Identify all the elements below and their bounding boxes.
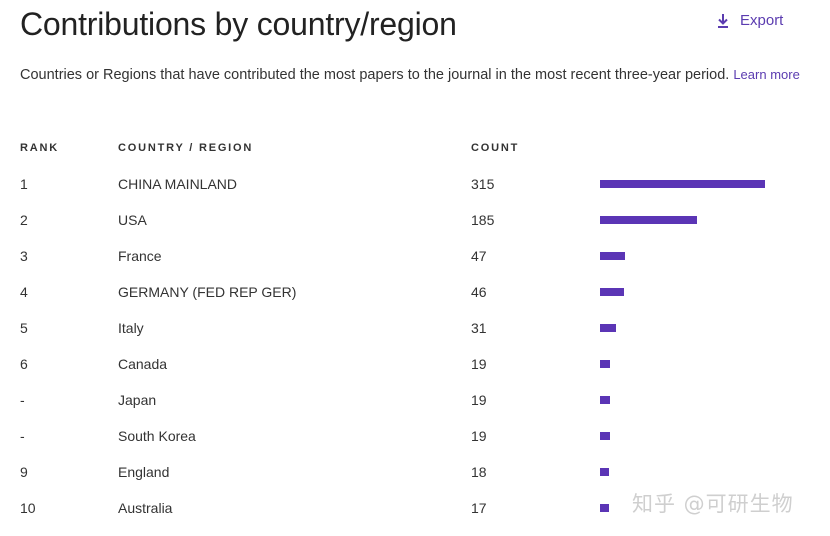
count-bar [600, 180, 765, 188]
watermark: 知乎 @可研生物 [632, 492, 794, 516]
table-row: 6 Canada 19 [0, 356, 830, 392]
count-bar [600, 288, 624, 296]
rank-cell: 4 [20, 284, 28, 300]
country-cell: England [118, 464, 170, 480]
count-cell: 17 [471, 500, 487, 516]
rank-cell: 6 [20, 356, 28, 372]
country-cell: USA [118, 212, 147, 228]
page-description: Countries or Regions that have contribut… [20, 63, 820, 87]
column-header-count: COUNT [471, 142, 520, 154]
country-cell: GERMANY (FED REP GER) [118, 284, 297, 300]
rank-cell: 10 [20, 500, 36, 516]
table-row: 3 France 47 [0, 248, 830, 284]
count-cell: 19 [471, 356, 487, 372]
count-bar [600, 252, 625, 260]
count-bar [600, 432, 610, 440]
country-cell: Australia [118, 500, 173, 516]
table-row: 9 England 18 [0, 464, 830, 500]
country-cell: France [118, 248, 162, 264]
count-cell: 47 [471, 248, 487, 264]
table-row: 5 Italy 31 [0, 320, 830, 356]
count-cell: 185 [471, 212, 495, 228]
table-row: 2 USA 185 [0, 212, 830, 248]
rank-cell: 5 [20, 320, 28, 336]
page-title: Contributions by country/region [20, 6, 457, 42]
table-row: 1 CHINA MAINLAND 315 [0, 176, 830, 212]
country-cell: South Korea [118, 428, 196, 444]
column-header-country: COUNTRY / REGION [118, 142, 254, 154]
count-bar [600, 360, 610, 368]
count-bar [600, 396, 610, 404]
count-cell: 46 [471, 284, 487, 300]
count-bar [600, 216, 697, 224]
export-button[interactable]: Export [716, 12, 783, 29]
table-row: - Japan 19 [0, 392, 830, 428]
download-icon [716, 13, 730, 29]
table-row: 10 Australia 17 [0, 500, 830, 536]
count-cell: 19 [471, 428, 487, 444]
country-cell: Canada [118, 356, 168, 372]
table-row: 4 GERMANY (FED REP GER) 46 [0, 284, 830, 320]
count-cell: 315 [471, 176, 495, 192]
rank-cell: 3 [20, 248, 28, 264]
count-cell: 19 [471, 392, 487, 408]
rank-cell: - [20, 428, 25, 444]
count-bar [600, 468, 609, 476]
count-bar [600, 324, 616, 332]
count-cell: 31 [471, 320, 487, 336]
country-cell: CHINA MAINLAND [118, 176, 238, 192]
rank-cell: 2 [20, 212, 28, 228]
export-label: Export [740, 12, 784, 29]
count-cell: 18 [471, 464, 487, 480]
country-cell: Italy [118, 320, 144, 336]
table-row: - South Korea 19 [0, 428, 830, 464]
rank-cell: 9 [20, 464, 28, 480]
column-header-rank: RANK [20, 142, 59, 154]
rank-cell: 1 [20, 176, 28, 192]
rank-cell: - [20, 392, 25, 408]
description-text: Countries or Regions that have contribut… [20, 67, 730, 83]
country-cell: Japan [118, 392, 157, 408]
learn-more-link[interactable]: Learn more [733, 67, 800, 82]
count-bar [600, 504, 609, 512]
